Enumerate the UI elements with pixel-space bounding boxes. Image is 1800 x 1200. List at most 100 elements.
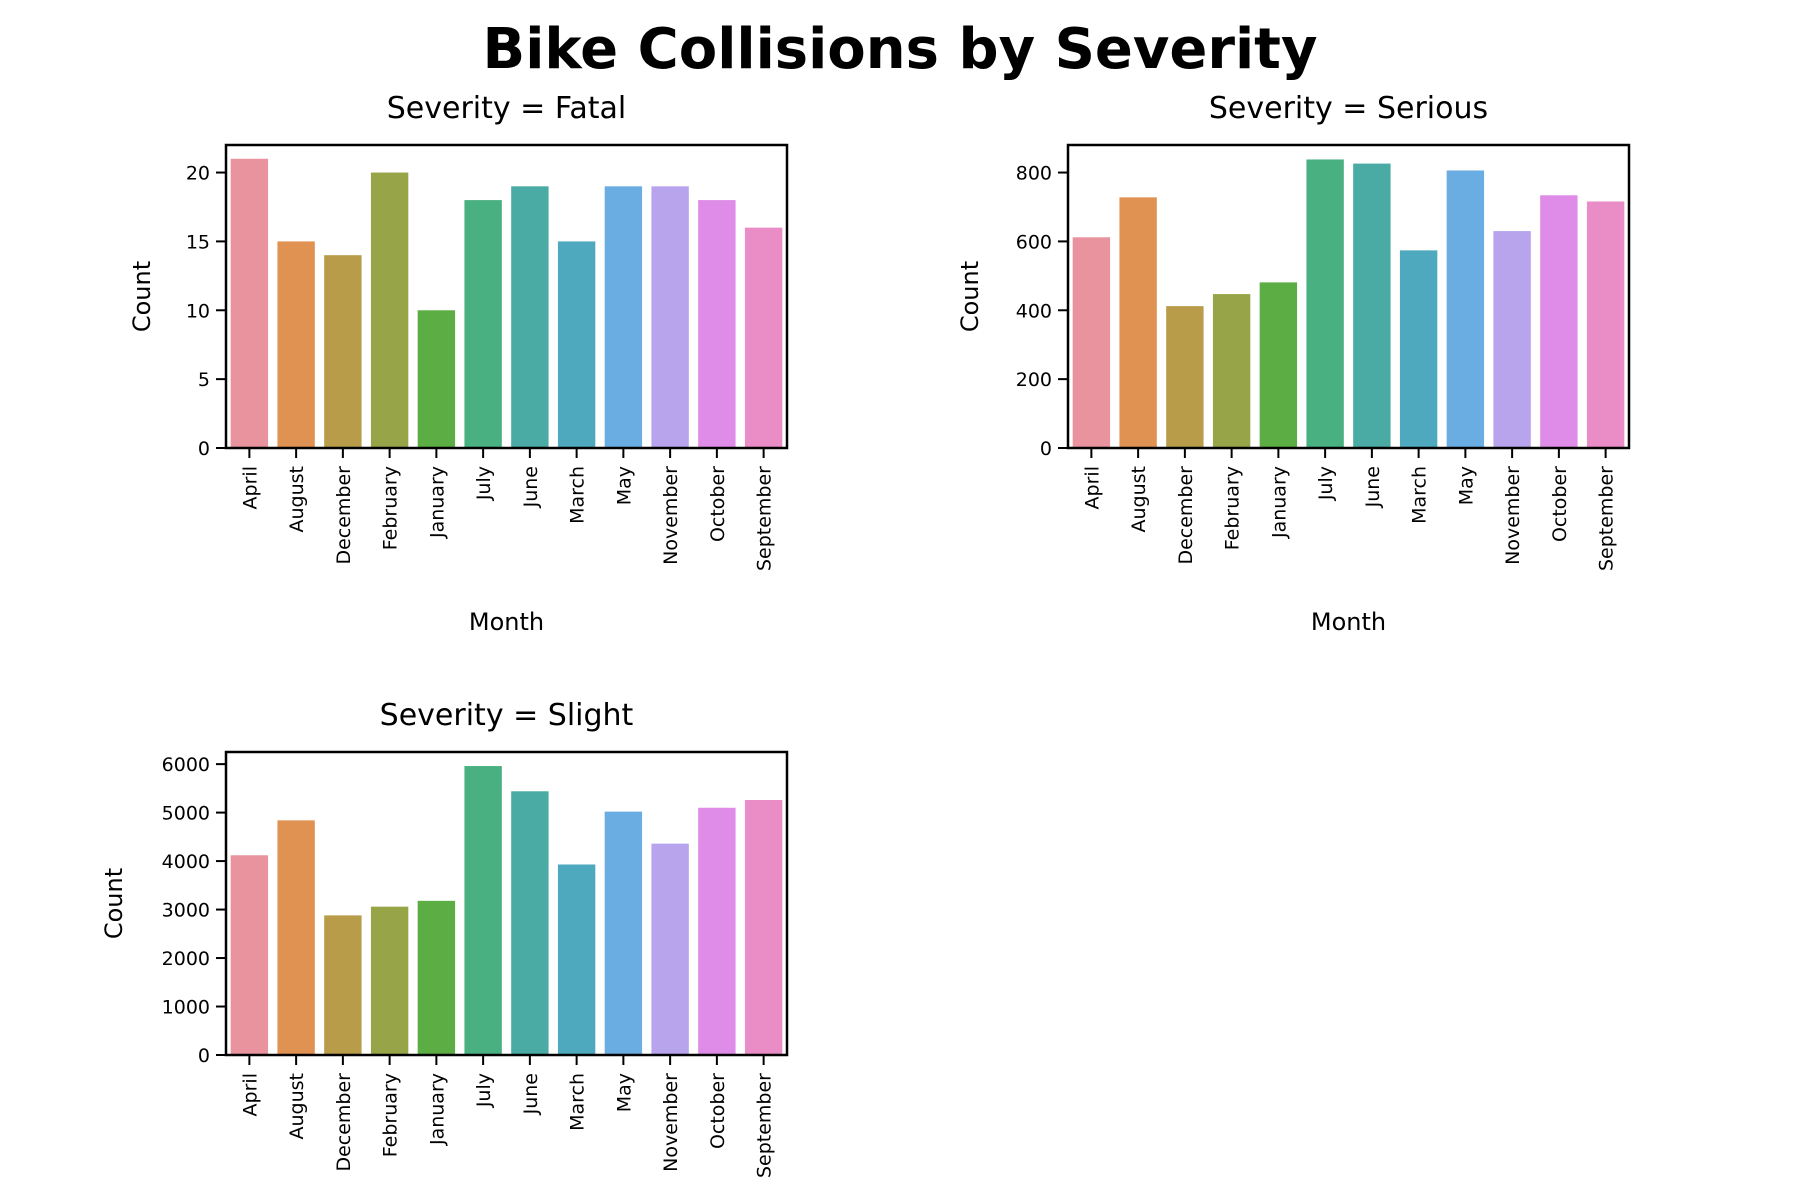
x-tick-label: February (380, 466, 402, 550)
y-tick-label: 200 (1016, 369, 1052, 391)
x-tick-label: July (473, 466, 495, 501)
bar-march (557, 241, 596, 448)
x-tick-label: November (660, 1073, 682, 1172)
y-tick-label: 1000 (162, 997, 210, 1019)
plot-frame (1066, 143, 1631, 450)
x-tick-label: October (707, 466, 729, 542)
x-tick-label: April (239, 1073, 261, 1116)
chart-title: Severity = Slight (380, 698, 634, 733)
bar-may (604, 811, 643, 1055)
x-tick-label: February (380, 1073, 402, 1157)
x-tick-label: December (1175, 466, 1197, 565)
bar-june (511, 186, 549, 448)
x-tick-label: March (567, 466, 589, 524)
bar-november (651, 186, 689, 448)
y-tick-label: 4000 (162, 851, 210, 873)
bar-july (464, 200, 502, 448)
bar-august (1119, 197, 1157, 448)
bar-october (698, 807, 736, 1055)
y-axis-label: Count (100, 868, 128, 939)
bar-july (1306, 159, 1344, 448)
y-tick-label: 6000 (162, 754, 210, 776)
x-tick-label: April (239, 466, 261, 509)
y-tick-label: 0 (1040, 438, 1052, 460)
bar-january (417, 310, 456, 448)
bar-december (1166, 306, 1204, 448)
slight-bar-chart: Severity = Slight Count 0 1000 2000 3000 400… (100, 698, 789, 1178)
x-tick-label: November (1502, 466, 1524, 565)
x-tick-label: January (1268, 466, 1290, 539)
bar-february (1212, 294, 1251, 448)
bar-december (324, 255, 362, 448)
bar-november (1493, 231, 1531, 448)
bar-december (324, 915, 362, 1055)
y-tick-label: 0 (198, 438, 210, 460)
y-tick-label: 10 (186, 300, 210, 322)
bar-june (1353, 163, 1391, 448)
x-tick-label: December (333, 1073, 355, 1172)
x-tick-label: July (473, 1073, 495, 1108)
bar-april (230, 158, 269, 449)
y-axis-label: Count (128, 261, 156, 332)
x-tick-label: January (426, 1073, 448, 1146)
y-axis-label: Count (956, 261, 984, 332)
plot-frame (224, 143, 789, 450)
x-tick-label: December (333, 466, 355, 565)
x-tick-label: September (1596, 466, 1618, 571)
serious-bar-chart: Severity = Serious Month Count 0 200 400 60… (956, 91, 1631, 636)
x-tick-label: August (1128, 466, 1150, 533)
bar-august (277, 820, 315, 1055)
chart-title: Severity = Serious (1209, 91, 1488, 126)
bar-september (744, 799, 783, 1055)
y-tick-label: 15 (186, 231, 210, 253)
y-tick-label: 5 (198, 369, 210, 391)
x-tick-label: February (1222, 466, 1244, 550)
x-tick-label: March (1409, 466, 1431, 524)
x-tick-label: May (1455, 466, 1477, 505)
bar-january (417, 900, 456, 1055)
y-tick-label: 5000 (162, 803, 210, 825)
bar-march (1399, 250, 1438, 448)
plot-frame (224, 750, 789, 1057)
y-tick-label: 600 (1016, 231, 1052, 253)
bar-october (1540, 195, 1578, 448)
x-tick-label: August (286, 1073, 308, 1140)
x-tick-label: March (567, 1073, 589, 1131)
bar-april (1072, 237, 1111, 448)
bar-february (370, 906, 409, 1055)
bar-april (230, 855, 269, 1055)
x-tick-label: January (426, 466, 448, 539)
y-tick-label: 800 (1016, 163, 1052, 185)
x-tick-label: October (1549, 466, 1571, 542)
x-tick-label: November (660, 466, 682, 565)
bar-october (698, 200, 736, 448)
bar-january (1259, 282, 1298, 448)
x-tick-label: July (1315, 466, 1337, 501)
fatal-bar-chart: Severity = Fatal Month Count 0 5 10 15 20 Apr… (128, 91, 789, 636)
x-tick-label: April (1081, 466, 1103, 509)
bar-june (511, 791, 549, 1055)
x-tick-label: May (613, 466, 635, 505)
bar-may (604, 186, 643, 448)
bar-july (464, 766, 502, 1055)
y-tick-label: 20 (186, 163, 210, 185)
chart-title: Severity = Fatal (387, 91, 626, 126)
x-tick-label: August (286, 466, 308, 533)
bar-august (277, 241, 315, 448)
x-axis-label: Month (469, 608, 544, 636)
y-tick-label: 0 (198, 1045, 210, 1067)
figure-title: Bike Collisions by Severity (483, 17, 1318, 82)
y-tick-label: 2000 (162, 948, 210, 970)
bar-november (651, 843, 689, 1055)
x-tick-label: May (613, 1073, 635, 1112)
x-tick-label: June (520, 466, 542, 508)
bar-may (1446, 170, 1485, 448)
bar-march (557, 864, 596, 1055)
bar-september (1586, 201, 1625, 448)
x-tick-label: June (520, 1073, 542, 1115)
y-tick-label: 3000 (162, 900, 210, 922)
bar-september (744, 227, 783, 448)
bar-february (370, 172, 409, 448)
x-axis-label: Month (1311, 608, 1386, 636)
